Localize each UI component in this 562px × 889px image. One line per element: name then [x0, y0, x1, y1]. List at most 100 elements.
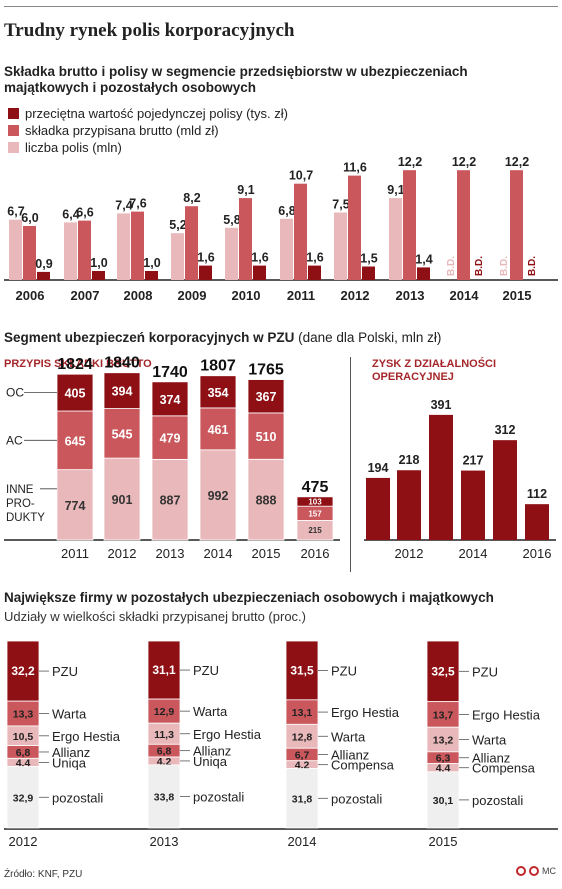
chart4-segment [147, 764, 181, 829]
chart3-bar [397, 470, 421, 540]
chart4-value-label: 10,5 [13, 731, 34, 743]
legend-item-count: liczba polis (mln) [8, 139, 288, 156]
section2-divider [350, 357, 351, 572]
chart1-bar [225, 227, 238, 280]
chart4-company-label: Allianz [331, 747, 369, 762]
profit-chart-label-line1: ZYSK Z DZIAŁALNOŚCI [372, 358, 497, 370]
chart1-bar [253, 265, 266, 280]
chart1-value-label: 1,5 [360, 252, 377, 266]
chart1-value-label: 6,6 [76, 206, 93, 220]
chart2-segment-label: 479 [160, 432, 181, 446]
chart4-value-label: 31,1 [152, 663, 176, 677]
profit-chart-label-line2: OPERACYJNEJ [372, 371, 454, 383]
chart1-value-label: 6,7 [7, 205, 24, 219]
chart2-tick-label: 2011 [61, 546, 89, 561]
chart1-bar [457, 170, 470, 280]
chart2-total-label: 1765 [248, 362, 284, 379]
chart1-value-label: 12,2 [452, 155, 476, 169]
chart1-value-label: 9,1 [387, 183, 404, 197]
chart4-tick-label: 2012 [9, 834, 38, 849]
chart1-bar [239, 198, 252, 280]
chart1-bar [199, 265, 212, 280]
chart4-value-label: 6,7 [295, 749, 310, 761]
chart1-bar [64, 222, 77, 280]
chart1-tick-label: 2008 [124, 288, 153, 303]
chart1-bar [37, 271, 50, 280]
chart3-tick-label: 2016 [523, 546, 552, 561]
chart2-segment [247, 379, 285, 414]
chart4-value-label: 6,8 [16, 747, 31, 759]
chart2-total-label: 475 [302, 479, 329, 496]
chart2-segment [103, 457, 141, 541]
chart1-bar [389, 198, 402, 280]
chart1-bd-label: B.D. [527, 256, 538, 276]
chart2-total-label: 1824 [57, 356, 93, 373]
chart2-segment-name-other: PRO- [6, 498, 35, 510]
legend-swatch-mid [8, 125, 19, 136]
top-rule [4, 6, 558, 7]
chart4-value-label: 13,3 [13, 709, 34, 721]
chart1-bar [185, 206, 198, 280]
chart2-segment-label: 888 [256, 494, 277, 508]
chart1-tick-label: 2015 [503, 288, 532, 303]
legend-label-avg: przeciętna wartość pojedynczej polisy (t… [25, 106, 288, 121]
section3-subtitle: Udziały w wielkości składki przypisanej … [4, 609, 306, 624]
chart1-bar [9, 219, 22, 280]
chart3-value-label: 112 [527, 487, 547, 501]
chart4-company-label: Allianz [472, 751, 510, 766]
chart1-legend: przeciętna wartość pojedynczej polisy (t… [8, 105, 288, 156]
chart4-company-label: Ergo Hestia [472, 707, 541, 722]
profit-chart-label: ZYSK Z DZIAŁALNOŚCI OPERACYJNEJ [372, 358, 496, 384]
chart4-value-label: 11,3 [154, 729, 174, 741]
chart1-value-label: 12,2 [505, 155, 529, 169]
section1-title: Składka brutto i polisy w segmencie prze… [4, 64, 468, 96]
chart1-value-label: 6,4 [62, 207, 79, 221]
chart2-segment-name-other: INNE [6, 484, 34, 496]
chart4-company-label: Warta [331, 729, 366, 744]
chart4-company-label: pozostali [193, 789, 244, 804]
chart4-tick-label: 2013 [150, 834, 179, 849]
chart1-bar [171, 233, 184, 280]
chart1-bar [417, 267, 430, 280]
chart3-value-label: 391 [431, 398, 452, 412]
chart2-segment [56, 373, 94, 412]
section3-title: Największe firmy w pozostałych ubezpiecz… [4, 590, 494, 605]
chart4-company-label: PZU [193, 663, 219, 678]
chart2-segment [199, 375, 237, 409]
logo-ring-icon-2 [529, 866, 539, 876]
chart1-tick-label: 2011 [287, 288, 315, 303]
chart4-company-label: Ergo Hestia [52, 729, 121, 744]
chart1-tick-label: 2006 [16, 288, 45, 303]
chart1-bd-label: B.D. [499, 256, 510, 276]
chart1-value-label: 9,1 [237, 183, 254, 197]
chart1-bar [403, 170, 416, 280]
chart2-total-label: 1840 [104, 355, 140, 372]
chart1-value-label: 12,2 [398, 155, 422, 169]
chart1-value-label: 7,4 [115, 198, 132, 212]
chart1-value-label: 8,2 [183, 191, 200, 205]
chart4-segment [147, 640, 181, 700]
chart4-value-label: 13,2 [433, 735, 454, 747]
legend-swatch-light [8, 142, 19, 153]
chart3-tick-label: 2012 [395, 546, 424, 561]
chart2-segment-label: 394 [112, 385, 133, 399]
chart1-value-label: 5,8 [223, 213, 240, 227]
chart2-segment [247, 412, 285, 460]
page-title: Trudny rynek polis korporacyjnych [4, 20, 295, 41]
section2-title-bold: Segment ubezpieczeń korporacyjnych w PZU [4, 330, 295, 345]
legend-item-premium: składka przypisana brutto (mld zł) [8, 122, 288, 139]
chart2-segment-name-ac: AC [6, 433, 23, 447]
chart4-value-label: 32,9 [13, 792, 34, 804]
chart1-value-label: 5,2 [169, 218, 186, 232]
chart1-tick-label: 2009 [178, 288, 207, 303]
chart2-tick-label: 2015 [252, 546, 281, 561]
chart2-segment [199, 407, 237, 451]
chart3-bar [429, 414, 453, 540]
chart4-company-label: Warta [472, 733, 507, 748]
chart1-value-label: 6,0 [21, 211, 38, 225]
chart4-company-label: Compensa [472, 761, 536, 776]
chart1-value-label: 7,5 [332, 198, 349, 212]
chart1-value-label: 1,6 [197, 251, 214, 265]
chart4-company-label: Compensa [331, 758, 395, 773]
chart2-tick-label: 2012 [108, 546, 137, 561]
